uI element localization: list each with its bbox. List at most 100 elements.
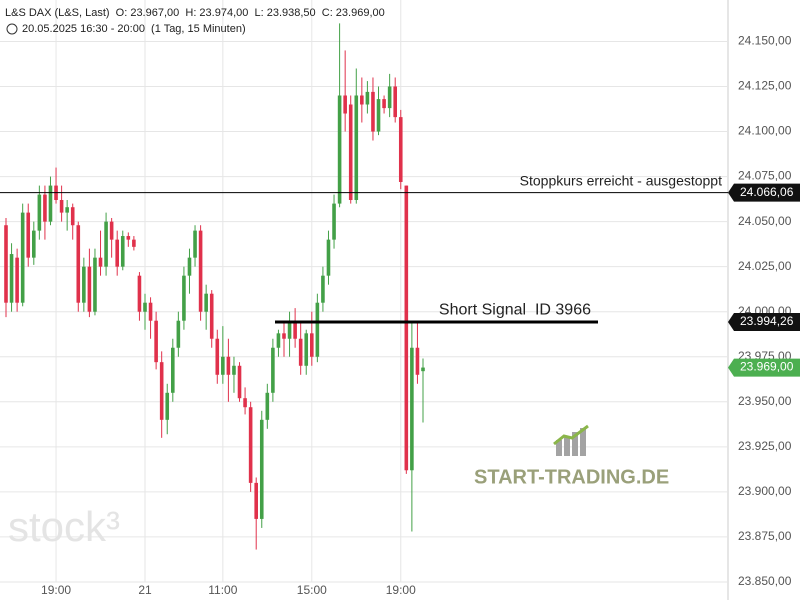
x-tick-label: 11:00 bbox=[208, 583, 237, 597]
candle-body bbox=[248, 407, 253, 483]
candle-body bbox=[171, 347, 175, 393]
price-tag bbox=[728, 313, 800, 332]
candle-body bbox=[137, 275, 142, 312]
candle-body bbox=[43, 194, 47, 222]
candle-body bbox=[237, 365, 242, 399]
price-tag-label: 23.969,00 bbox=[740, 360, 794, 374]
y-tick-label: 23.950,00 bbox=[738, 394, 792, 408]
candle-body bbox=[243, 398, 247, 408]
annotation: Stoppkurs erreicht - ausgestoppt bbox=[520, 172, 722, 188]
candle-body bbox=[98, 257, 103, 267]
candle-body bbox=[87, 266, 92, 312]
candle-body bbox=[37, 194, 42, 231]
candle-body bbox=[354, 95, 359, 200]
candle-body bbox=[76, 225, 81, 303]
candle-body bbox=[265, 392, 270, 420]
price-tag bbox=[728, 358, 800, 377]
candle-body bbox=[282, 333, 286, 339]
candle-body bbox=[59, 200, 64, 213]
chart-title: L&S DAX (L&S, Last) O: 23.967,00 H: 23.9… bbox=[5, 7, 385, 19]
y-tick-label: 24.125,00 bbox=[738, 79, 792, 93]
candle-body bbox=[293, 320, 297, 339]
candle-body bbox=[109, 221, 114, 240]
watermark: START-TRADING.DE bbox=[474, 466, 669, 488]
candle-body bbox=[159, 362, 164, 420]
candle-body bbox=[332, 203, 336, 240]
y-tick-label: 23.900,00 bbox=[738, 484, 792, 498]
clock-icon bbox=[6, 23, 18, 35]
chart-subtitle: 20.05.2025 16:30 - 20:00 (1 Tag, 15 Minu… bbox=[22, 23, 246, 35]
candle-body bbox=[371, 91, 375, 132]
y-tick-label: 24.025,00 bbox=[738, 259, 792, 273]
candle-body bbox=[132, 239, 136, 247]
candle-body bbox=[148, 302, 153, 321]
candle-body bbox=[82, 266, 86, 303]
price-tag-label: 24.066,06 bbox=[740, 185, 794, 199]
candle-body bbox=[326, 239, 331, 276]
candle-body bbox=[298, 338, 303, 366]
candle-body bbox=[382, 99, 386, 109]
candle-body bbox=[48, 185, 53, 222]
logo-icon bbox=[553, 424, 589, 456]
candle-body bbox=[120, 236, 125, 267]
candle-body bbox=[421, 367, 425, 372]
candle-body bbox=[304, 333, 309, 366]
x-tick-label: 21 bbox=[138, 583, 152, 597]
candle-body bbox=[70, 207, 75, 226]
candle-body bbox=[271, 347, 275, 393]
candle-body bbox=[9, 254, 14, 303]
y-tick-label: 24.075,00 bbox=[738, 169, 792, 183]
candle-body bbox=[65, 207, 69, 213]
candle-body bbox=[187, 257, 192, 276]
annotation: Short Signal ID 3966 bbox=[439, 301, 591, 318]
y-tick-label: 23.925,00 bbox=[738, 439, 792, 453]
y-tick-label: 24.050,00 bbox=[738, 214, 792, 228]
candle-body bbox=[393, 86, 397, 118]
candle-body bbox=[404, 185, 409, 471]
candle-body bbox=[204, 293, 208, 312]
candle-body bbox=[343, 95, 347, 114]
candle-body bbox=[287, 320, 292, 339]
candle-body bbox=[337, 95, 342, 204]
candle-body bbox=[348, 104, 353, 200]
y-tick-label: 24.150,00 bbox=[738, 34, 792, 48]
candle-body bbox=[360, 95, 364, 105]
candle-body bbox=[410, 347, 414, 471]
candle-body bbox=[93, 257, 97, 312]
price-tag bbox=[728, 183, 800, 202]
y-tick-label: 23.875,00 bbox=[738, 529, 792, 543]
candle-body bbox=[221, 356, 225, 375]
x-tick-label: 19:00 bbox=[41, 583, 71, 597]
candle-body bbox=[387, 86, 392, 109]
y-tick-label: 23.850,00 bbox=[738, 574, 792, 588]
candle-body bbox=[315, 302, 320, 357]
candle-body bbox=[193, 230, 197, 258]
candle-body bbox=[15, 257, 19, 303]
price-tag-label: 23.994,26 bbox=[740, 314, 794, 328]
candle-body bbox=[276, 333, 281, 348]
candle-body bbox=[365, 91, 370, 105]
candle-body bbox=[176, 320, 181, 348]
candle-body bbox=[182, 275, 186, 321]
y-tick-label: 24.100,00 bbox=[738, 124, 792, 138]
candle-body bbox=[104, 221, 108, 267]
candle-body bbox=[165, 392, 170, 420]
candle-body bbox=[198, 230, 203, 312]
candle-body bbox=[254, 482, 258, 519]
candle-body bbox=[26, 212, 31, 258]
candle-body bbox=[32, 230, 36, 258]
candle-body bbox=[126, 236, 131, 240]
candle-body bbox=[310, 333, 314, 357]
candle-body bbox=[415, 347, 420, 375]
candle-body bbox=[20, 212, 25, 303]
x-tick-label: 15:00 bbox=[297, 583, 327, 597]
candle-body bbox=[215, 338, 220, 375]
candle-body bbox=[226, 356, 231, 375]
candle-body bbox=[209, 293, 214, 339]
candle-body bbox=[143, 302, 147, 312]
candle-body bbox=[398, 117, 403, 182]
x-tick-label: 19:00 bbox=[386, 583, 416, 597]
candle-body bbox=[321, 275, 325, 303]
candle-body bbox=[232, 365, 236, 375]
